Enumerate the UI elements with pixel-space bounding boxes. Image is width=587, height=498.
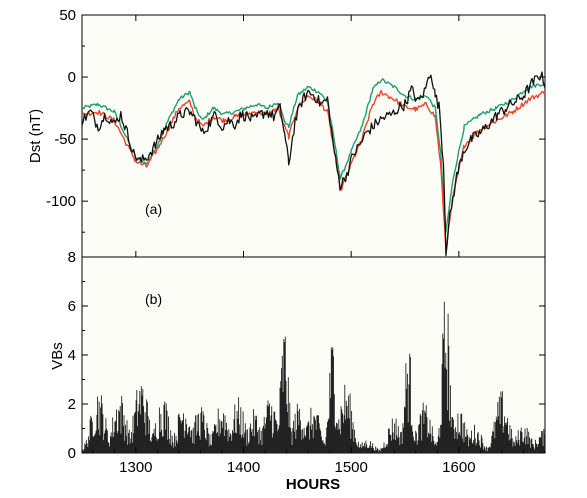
- vbs-x-tick-label: 1400: [227, 459, 260, 476]
- vbs-panel: 0 2 4 6 8 1300 1400 1500 1600 VBs (b) HOURS: [49, 249, 546, 493]
- dst-y-tick-label: -50: [54, 131, 76, 148]
- dst-series-line-3: [81, 71, 546, 257]
- dst-series-line-2: [81, 90, 546, 251]
- vbs-y-tick-label: 0: [68, 445, 76, 462]
- vbs-bar-marks: [82, 301, 546, 453]
- vbs-axis-ticks: 0 2 4 6 8 1300 1400 1500 1600: [68, 249, 546, 476]
- dst-y-tick-label: -100: [46, 193, 76, 210]
- panel-b-label: (b): [145, 291, 162, 307]
- vbs-y-tick-label: 2: [68, 396, 76, 413]
- vbs-y-tick-label: 4: [68, 347, 76, 364]
- vbs-y-tick-label: 8: [68, 249, 76, 266]
- vbs-y-axis-title: VBs: [49, 342, 66, 370]
- vbs-x-tick-label: 1300: [119, 459, 152, 476]
- dst-axis-ticks: 50 0 -50 -100: [46, 7, 545, 257]
- dst-series-lines: [81, 71, 546, 257]
- hours-x-axis-title: HOURS: [286, 476, 340, 493]
- dst-y-tick-label: 0: [68, 69, 76, 86]
- panel-a-label: (a): [145, 201, 162, 217]
- dst-series-line-1: [81, 78, 546, 233]
- vbs-x-tick-label: 1600: [442, 459, 475, 476]
- dst-y-tick-label: 50: [59, 7, 76, 24]
- vbs-y-tick-label: 6: [68, 298, 76, 315]
- vbs-bars: [82, 301, 546, 453]
- vbs-x-tick-label: 1500: [334, 459, 367, 476]
- dst-plot-frame: [81, 14, 546, 258]
- dst-y-axis-title: Dst (nT): [27, 109, 44, 163]
- dst-panel: 50 0 -50 -100 Dst (nT) (a): [27, 7, 546, 258]
